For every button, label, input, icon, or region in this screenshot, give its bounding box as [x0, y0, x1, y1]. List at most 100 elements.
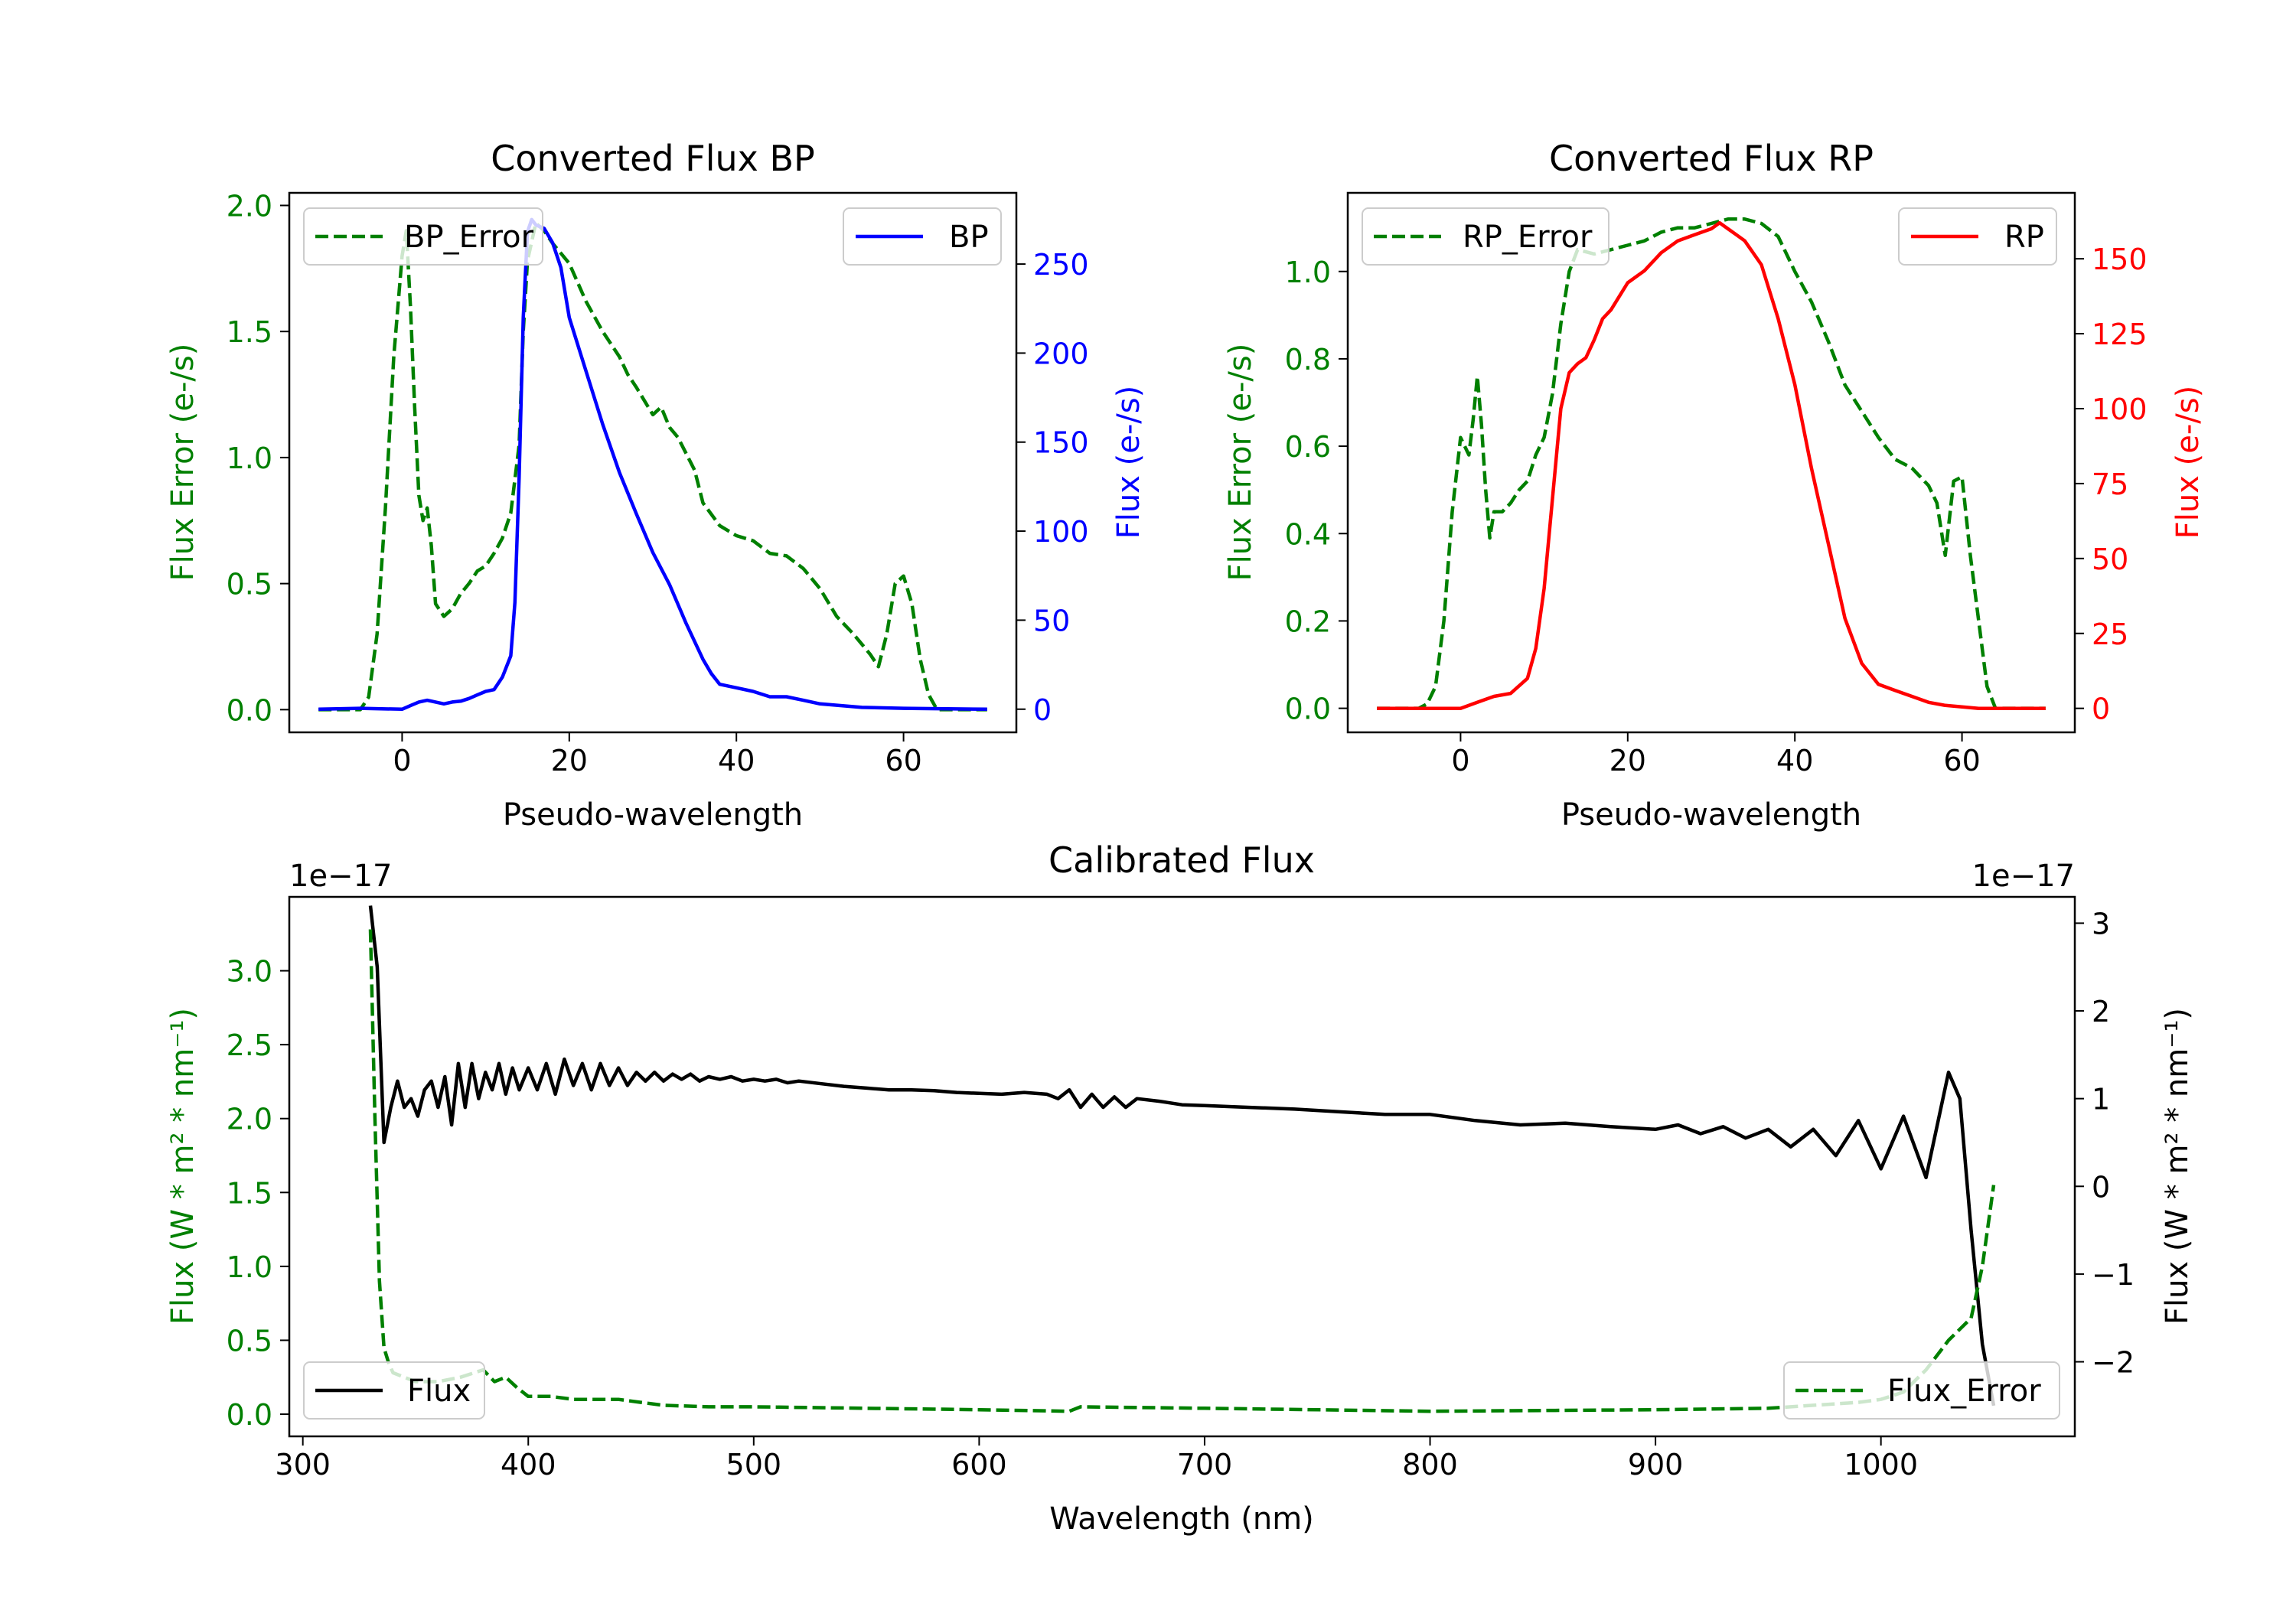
cal-legend-left-box — [303, 1361, 485, 1420]
cal-series-flux — [368, 905, 1996, 1407]
bp-plot-frame — [288, 191, 1018, 734]
cal-x-tick-label: 800 — [1402, 1448, 1458, 1482]
rp-y-right-tick-label: 0 — [2092, 693, 2110, 726]
bp-legend-right: BP — [843, 207, 1002, 266]
rp-y-left-tick-label: 0.4 — [1285, 517, 1331, 551]
cal-legend-left-label: Flux — [407, 1374, 471, 1409]
rp-axes-layer: 0 20 40 60 0.0 0.2 0.4 0.6 0.8 1.0 0 25 50 75 100 125 15… — [1285, 243, 2148, 777]
bp-y-right-tick-label: 100 — [1033, 515, 1089, 549]
cal-y-left-tick-label: 0.0 — [227, 1398, 272, 1432]
cal-y-left-tick-label: 3.0 — [227, 955, 272, 989]
panel-rp: Converted Flux RP 0 20 40 60 0.0 0.2 0.4 0.6 0.8… — [1223, 138, 2206, 833]
rp-y-left-tick-label: 0.6 — [1285, 430, 1331, 464]
bp-x-tick-label: 20 — [551, 744, 588, 777]
bp-y-left-tick-label: 1.0 — [227, 442, 272, 475]
bp-legend-right-label: BP — [949, 220, 989, 255]
bp-series-layer — [318, 217, 987, 712]
cal-y-right-tick-label: 0 — [2092, 1170, 2110, 1204]
cal-legend-left: Flux — [303, 1361, 485, 1420]
rp-x-tick-label: 0 — [1451, 744, 1469, 777]
rp-y-left-tick-label: 0.2 — [1285, 605, 1331, 638]
cal-y-left-tick-label: 0.5 — [227, 1324, 272, 1358]
cal-offset-right: 1e−17 — [1972, 859, 2075, 894]
bp-x-label: Pseudo-wavelength — [503, 797, 803, 833]
bp-y-right-tick-label: 200 — [1033, 337, 1089, 370]
cal-x-label: Wavelength (nm) — [1049, 1501, 1314, 1537]
bp-legend-left-box — [303, 207, 543, 266]
cal-x-tick-label: 900 — [1628, 1448, 1684, 1482]
rp-legend-right: RP — [1898, 207, 2057, 266]
rp-y-left-tick-label: 1.0 — [1285, 256, 1331, 289]
cal-axes-layer: 300 400 500 600 700 800 900 1000 0.0 0.5 1.0 1.5 2.0… — [227, 907, 2135, 1482]
cal-x-tick-label: 600 — [951, 1448, 1007, 1482]
cal-x-tick-label: 500 — [726, 1448, 782, 1482]
rp-legend-left: RP_Error — [1362, 207, 1609, 266]
bp-y-left-tick-label: 0.0 — [227, 693, 272, 727]
rp-y-label-right: Flux (e-/s) — [2170, 386, 2206, 539]
bp-series-bp-error — [318, 221, 987, 712]
cal-y-right-tick-label: 3 — [2092, 907, 2110, 940]
rp-x-tick-label: 60 — [1943, 744, 1980, 777]
bp-series-bp — [318, 217, 987, 712]
cal-x-tick-label: 700 — [1177, 1448, 1233, 1482]
bp-y-right-tick-label: 0 — [1033, 693, 1052, 727]
cal-plot-frame — [288, 895, 2076, 1438]
rp-legend-left-box — [1362, 207, 1609, 266]
bp-x-tick-label: 40 — [718, 744, 755, 777]
bp-y-left-tick-label: 0.5 — [227, 568, 272, 601]
cal-y-left-tick-label: 1.0 — [227, 1250, 272, 1284]
bp-y-right-tick-label: 250 — [1033, 248, 1089, 282]
bp-y-label-right: Flux (e-/s) — [1111, 386, 1146, 539]
rp-plot-frame — [1346, 191, 2076, 734]
cal-y-right-tick-label: 2 — [2092, 995, 2110, 1028]
rp-x-tick-label: 20 — [1609, 744, 1646, 777]
panel-bp: Converted Flux BP 0 20 40 60 0.0 0.5 1.0 1.5 2.0… — [165, 138, 1146, 833]
cal-title: Calibrated Flux — [1049, 839, 1315, 881]
bp-title: Converted Flux BP — [491, 138, 815, 179]
bp-y-right-tick-label: 150 — [1033, 426, 1089, 460]
rp-y-right-tick-label: 75 — [2092, 468, 2128, 501]
bp-x-tick-label: 60 — [885, 744, 921, 777]
cal-x-tick-label: 1000 — [1844, 1448, 1918, 1482]
cal-y-right-tick-label: −1 — [2092, 1258, 2135, 1292]
cal-y-right-tick-label: 1 — [2092, 1083, 2110, 1116]
rp-y-right-tick-label: 150 — [2092, 243, 2148, 276]
cal-legend-right-label: Flux_Error — [1887, 1374, 2041, 1409]
rp-series-layer — [1377, 217, 2046, 710]
rp-title: Converted Flux RP — [1549, 138, 1874, 179]
rp-series-rp — [1377, 220, 2046, 710]
rp-y-right-tick-label: 25 — [2092, 618, 2128, 651]
rp-x-label: Pseudo-wavelength — [1561, 797, 1861, 833]
rp-legend-left-label: RP_Error — [1463, 220, 1593, 255]
bp-y-left-tick-label: 1.5 — [227, 315, 272, 349]
cal-y-label-right: Flux (W * m² * nm⁻¹) — [2160, 1008, 2195, 1325]
bp-y-left-tick-label: 2.0 — [227, 189, 272, 223]
cal-y-right-tick-label: −2 — [2092, 1346, 2135, 1380]
bp-y-right-tick-label: 50 — [1033, 604, 1070, 637]
rp-y-right-tick-label: 100 — [2092, 393, 2148, 426]
rp-series-rp-error — [1377, 217, 2046, 710]
rp-y-right-tick-label: 50 — [2092, 543, 2128, 576]
cal-x-tick-label: 300 — [275, 1448, 331, 1482]
rp-legend-right-label: RP — [2004, 220, 2044, 255]
rp-y-right-tick-label: 125 — [2092, 318, 2148, 351]
rp-y-left-tick-label: 0.0 — [1285, 693, 1331, 726]
rp-y-left-tick-label: 0.8 — [1285, 343, 1331, 376]
panel-calibrated: Calibrated Flux 1e−17 1e−17 300 400 500 600… — [165, 839, 2195, 1537]
rp-x-tick-label: 40 — [1776, 744, 1813, 777]
cal-x-tick-label: 400 — [501, 1448, 556, 1482]
bp-legend-left: BP_Error — [303, 207, 543, 266]
rp-y-label-left: Flux Error (e-/s) — [1223, 344, 1258, 582]
bp-x-tick-label: 0 — [393, 744, 411, 777]
cal-y-left-tick-label: 1.5 — [227, 1176, 272, 1210]
bp-legend-left-label: BP_Error — [404, 220, 534, 255]
cal-legend-right-box — [1783, 1361, 2060, 1420]
bp-axes-layer: 0 20 40 60 0.0 0.5 1.0 1.5 2.0 0 50 100 150 200 250 — [227, 189, 1089, 777]
cal-offset-left: 1e−17 — [289, 859, 392, 894]
bp-y-label-left: Flux Error (e-/s) — [165, 344, 201, 582]
cal-y-label-left: Flux (W * m² * nm⁻¹) — [165, 1008, 201, 1325]
cal-y-left-tick-label: 2.0 — [227, 1103, 272, 1136]
cal-y-left-tick-label: 2.5 — [227, 1028, 272, 1062]
cal-legend-right: Flux_Error — [1783, 1361, 2060, 1420]
